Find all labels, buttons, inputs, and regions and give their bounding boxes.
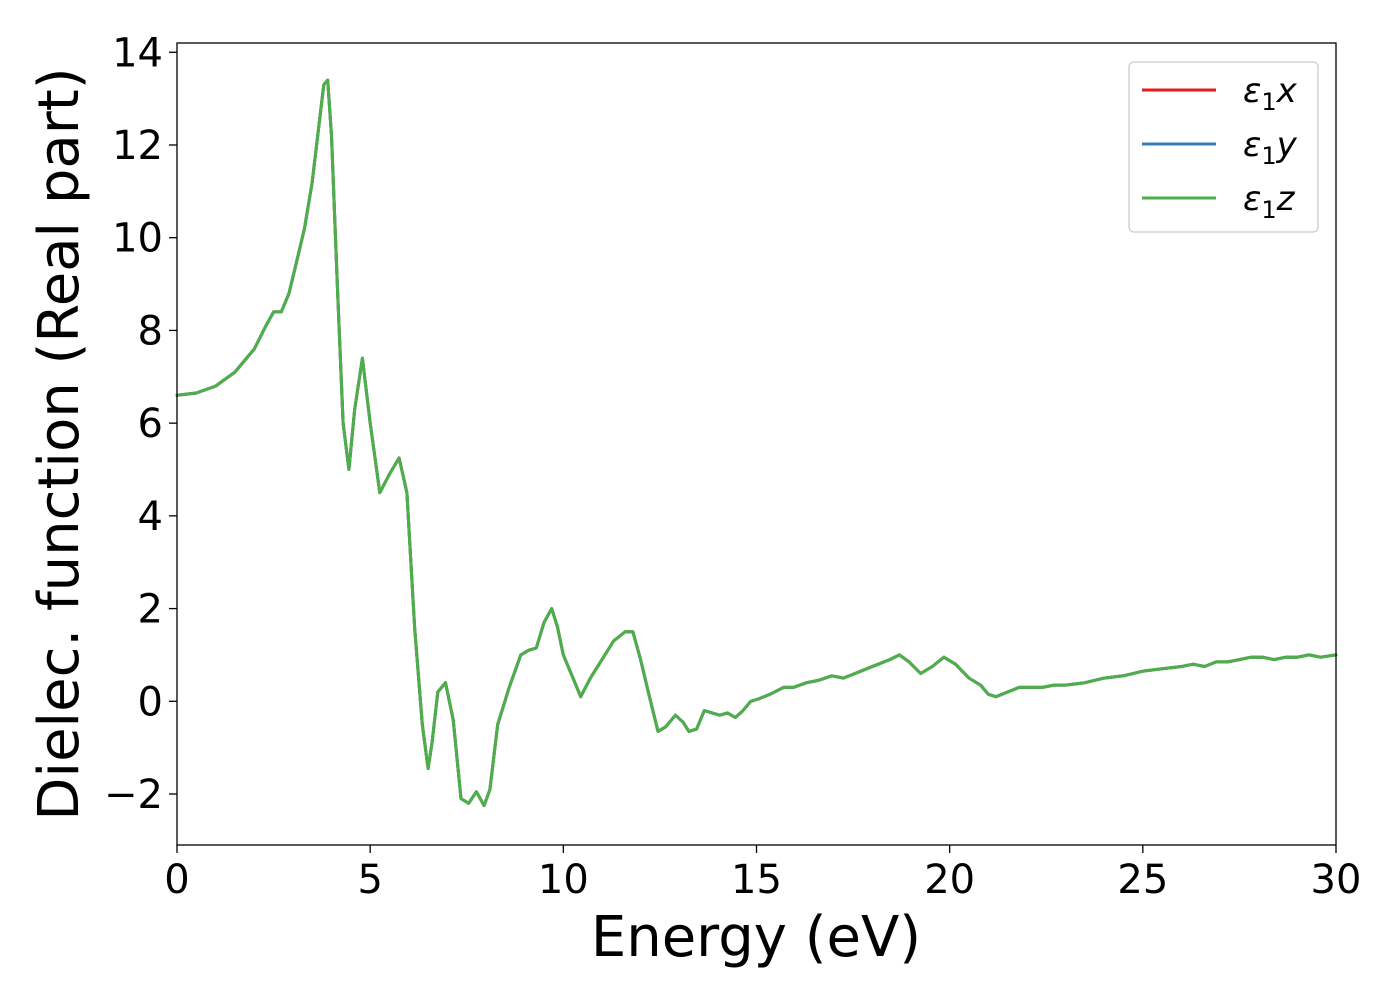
y-tick-label: 8	[138, 308, 163, 354]
y-tick-label: 2	[138, 587, 163, 633]
x-tick-label: 5	[357, 857, 382, 903]
x-tick-label: 0	[164, 857, 189, 903]
y-axis-label: Dielec. function (Real part)	[27, 67, 92, 820]
x-tick-label: 15	[731, 857, 782, 903]
legend-label-y: ε1y	[1243, 125, 1298, 170]
series-layer	[175, 78, 1338, 808]
x-tick-label: 20	[924, 857, 975, 903]
y-tick-label: −2	[104, 772, 163, 818]
legend-label-z: ε1z	[1243, 179, 1296, 224]
y-tick-label: 4	[138, 494, 163, 540]
y-tick-label: 6	[138, 401, 163, 447]
y-tick-label: 0	[138, 679, 163, 725]
series-line-z	[175, 78, 1338, 808]
y-tick-label: 14	[112, 30, 163, 76]
y-axis-ticks: −2 0 2 4 6 8 10 12 14	[104, 30, 177, 818]
x-tick-label: 30	[1311, 857, 1362, 903]
x-axis-label: Energy (eV)	[591, 905, 921, 970]
x-tick-label: 25	[1117, 857, 1168, 903]
x-axis-ticks: 0 5 10 15 20 25 30	[164, 845, 1361, 903]
y-tick-label: 12	[112, 123, 163, 169]
legend-label-x: ε1x	[1243, 71, 1298, 116]
legend-box	[1128, 61, 1319, 233]
legend: ε1x ε1y ε1z	[1128, 61, 1319, 233]
y-tick-label: 10	[112, 216, 163, 262]
x-tick-label: 10	[538, 857, 589, 903]
